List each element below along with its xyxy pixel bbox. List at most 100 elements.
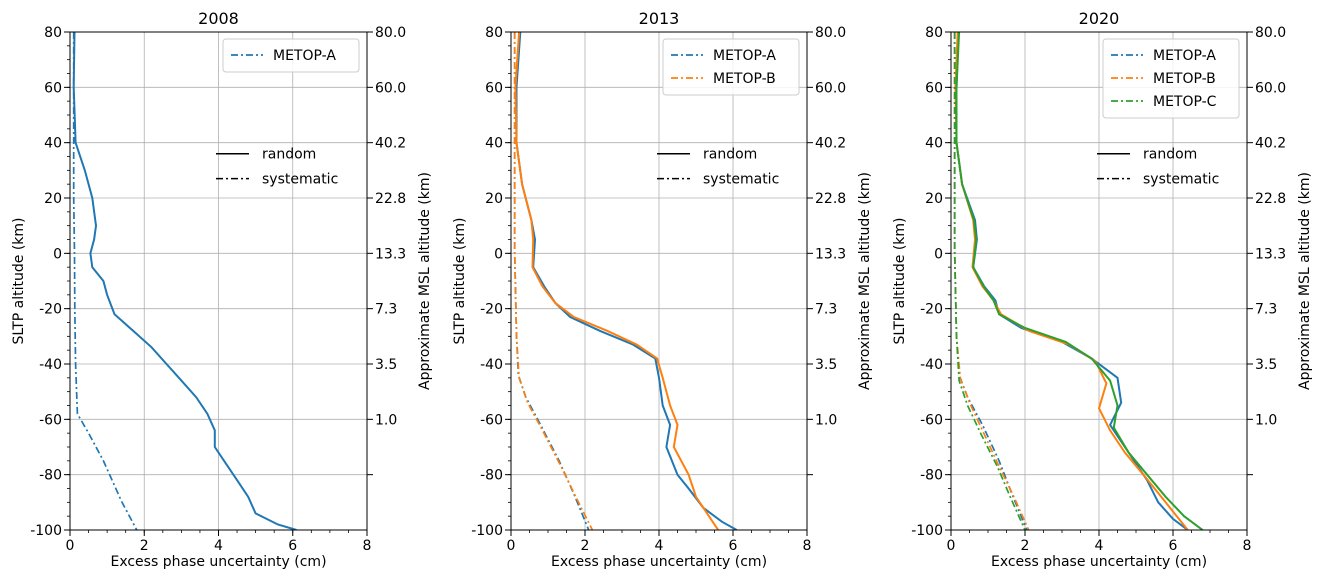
y2-tick-label: 22.8 xyxy=(815,191,846,207)
style-legend: random systematic xyxy=(1097,147,1219,188)
y-tick-label: -100 xyxy=(30,523,62,539)
x-tick-label: 8 xyxy=(1243,538,1252,554)
y-tick-label: 80 xyxy=(485,25,503,41)
legend-box xyxy=(662,38,800,96)
legend-label-systematic: systematic xyxy=(703,172,779,188)
y2-tick-label: 40.2 xyxy=(1255,136,1286,152)
y-tick-label: 40 xyxy=(44,136,62,152)
y-tick-label: 80 xyxy=(44,25,62,41)
x-tick-label: 4 xyxy=(1095,538,1104,554)
series-line-metop-c-systematic xyxy=(953,32,1026,530)
x-axis-label: Excess phase uncertainty (cm) xyxy=(110,554,326,570)
chart-panel-2013: 0 2 4 6 8 -100 -80 -60 -40 -20 0 20 40 60 80 80.0 60.0 40… xyxy=(452,9,873,570)
y-tick-label: -80 xyxy=(920,468,943,484)
series-line-metop-a-systematic xyxy=(953,32,1028,530)
y2-tick-label: 80.0 xyxy=(1255,25,1286,41)
y-axis-label: SLTP altitude (km) xyxy=(892,217,908,344)
x-tick-label: 0 xyxy=(66,538,75,554)
y-tick-label: -40 xyxy=(39,357,62,373)
y2-tick-label: 3.5 xyxy=(1255,357,1277,373)
legend-label: METOP-A xyxy=(1153,48,1216,64)
y-tick-label: 0 xyxy=(53,246,62,262)
x-tick-label: 2 xyxy=(1021,538,1030,554)
x-tick-label: 4 xyxy=(214,538,223,554)
chart-title: 2013 xyxy=(639,9,680,28)
y-tick-label: 0 xyxy=(934,246,943,262)
y-tick-label: -100 xyxy=(911,523,943,539)
legend-label-systematic: systematic xyxy=(262,172,338,188)
series-line-metop-a-systematic xyxy=(72,32,138,530)
y2-tick-label: 13.3 xyxy=(375,246,406,262)
y-tick-label: -20 xyxy=(39,302,62,318)
legend-label-systematic: systematic xyxy=(1143,172,1219,188)
x-tick-label: 8 xyxy=(803,538,812,554)
y2-axis-label: Approximate MSL altitude (km) xyxy=(417,172,433,390)
y2-tick-label: 7.3 xyxy=(815,302,837,318)
y-tick-label: 40 xyxy=(485,136,503,152)
legend-label-random: random xyxy=(703,147,757,163)
y-tick-label: 20 xyxy=(925,191,943,207)
y-tick-label: -20 xyxy=(920,302,943,318)
series-line-metop-b-systematic xyxy=(513,32,594,530)
y2-tick-label: 40.2 xyxy=(375,136,406,152)
series-legend: METOP-A METOP-B xyxy=(662,38,800,96)
y-tick-label: -40 xyxy=(920,357,943,373)
x-tick-label: 0 xyxy=(507,538,516,554)
style-legend: random systematic xyxy=(216,147,338,188)
x-tick-label: 4 xyxy=(655,538,664,554)
y2-axis-label: Approximate MSL altitude (km) xyxy=(1297,172,1313,390)
y-tick-label: 60 xyxy=(925,80,943,96)
series-line-metop-a-random xyxy=(515,32,738,530)
series-line-metop-b-random xyxy=(514,32,720,530)
legend-label-random: random xyxy=(262,147,316,163)
y2-tick-label: 13.3 xyxy=(815,246,846,262)
y2-tick-label: 7.3 xyxy=(375,302,397,318)
y-tick-label: -80 xyxy=(39,468,62,484)
x-axis-label: Excess phase uncertainty (cm) xyxy=(991,554,1207,570)
series-line-metop-a-random xyxy=(72,32,297,530)
y2-tick-label: 22.8 xyxy=(375,191,406,207)
y-tick-label: 20 xyxy=(485,191,503,207)
x-tick-label: 6 xyxy=(288,538,297,554)
x-tick-label: 6 xyxy=(729,538,738,554)
y-tick-label: -60 xyxy=(480,412,503,428)
y-axis-label: SLTP altitude (km) xyxy=(11,217,27,344)
y-tick-label: 40 xyxy=(925,136,943,152)
y2-tick-label: 1.0 xyxy=(1255,412,1277,428)
y-tick-label: -40 xyxy=(480,357,503,373)
y2-tick-label: 3.5 xyxy=(815,357,837,373)
y-tick-label: -20 xyxy=(480,302,503,318)
legend-label-random: random xyxy=(1143,147,1197,163)
chart-panel-2020: 0 2 4 6 8 -100 -80 -60 -40 -20 0 20 40 60 80 80.0 60.0 40… xyxy=(892,9,1313,570)
y2-tick-label: 22.8 xyxy=(1255,191,1286,207)
y2-tick-label: 1.0 xyxy=(815,412,837,428)
legend-label: METOP-B xyxy=(1153,71,1216,87)
legend-box xyxy=(222,38,360,73)
y-tick-label: -60 xyxy=(920,412,943,428)
legend-label: METOP-A xyxy=(273,48,336,64)
y-tick-label: 60 xyxy=(485,80,503,96)
y-tick-label: 60 xyxy=(44,80,62,96)
legend-box xyxy=(1102,38,1240,119)
series-line-metop-a-systematic xyxy=(513,32,590,530)
chart-title: 2008 xyxy=(198,9,239,28)
y-tick-label: -80 xyxy=(480,468,503,484)
x-tick-label: 8 xyxy=(363,538,372,554)
y-tick-label: -100 xyxy=(471,523,503,539)
x-tick-label: 0 xyxy=(947,538,956,554)
y2-tick-label: 40.2 xyxy=(815,136,846,152)
y-tick-label: 80 xyxy=(925,25,943,41)
x-tick-label: 6 xyxy=(1169,538,1178,554)
x-tick-label: 2 xyxy=(581,538,590,554)
y-tick-label: 20 xyxy=(44,191,62,207)
chart-title: 2020 xyxy=(1079,9,1120,28)
y-tick-label: -60 xyxy=(39,412,62,428)
series-legend: METOP-A xyxy=(222,38,360,73)
series-line-metop-c-random xyxy=(955,32,1204,530)
legend-label: METOP-B xyxy=(713,71,776,87)
x-tick-label: 2 xyxy=(140,538,149,554)
y2-tick-label: 13.3 xyxy=(1255,246,1286,262)
chart-panel-2008: 0 2 4 6 8 -100 -80 -60 -40 -20 0 20 40 60 80 80.0 60.0 40… xyxy=(11,9,433,570)
y2-tick-label: 80.0 xyxy=(815,25,846,41)
